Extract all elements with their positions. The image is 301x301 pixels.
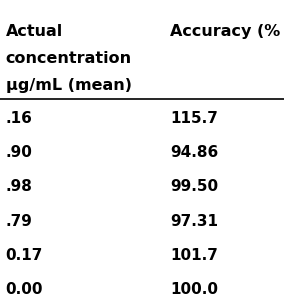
Text: Actual: Actual: [6, 24, 63, 39]
Text: .79: .79: [6, 214, 33, 228]
Text: .98: .98: [6, 179, 33, 194]
Text: 0.17: 0.17: [6, 248, 43, 263]
Text: 94.86: 94.86: [170, 145, 219, 160]
Text: 0.00: 0.00: [6, 282, 43, 297]
Text: .90: .90: [6, 145, 33, 160]
Text: concentration: concentration: [6, 51, 132, 66]
Text: Accuracy (%: Accuracy (%: [170, 24, 281, 39]
Text: .16: .16: [6, 110, 33, 126]
Text: 99.50: 99.50: [170, 179, 219, 194]
Text: 97.31: 97.31: [170, 214, 219, 228]
Text: μg/mL (mean): μg/mL (mean): [6, 78, 132, 93]
Text: 115.7: 115.7: [170, 110, 218, 126]
Text: 100.0: 100.0: [170, 282, 219, 297]
Text: 101.7: 101.7: [170, 248, 218, 263]
